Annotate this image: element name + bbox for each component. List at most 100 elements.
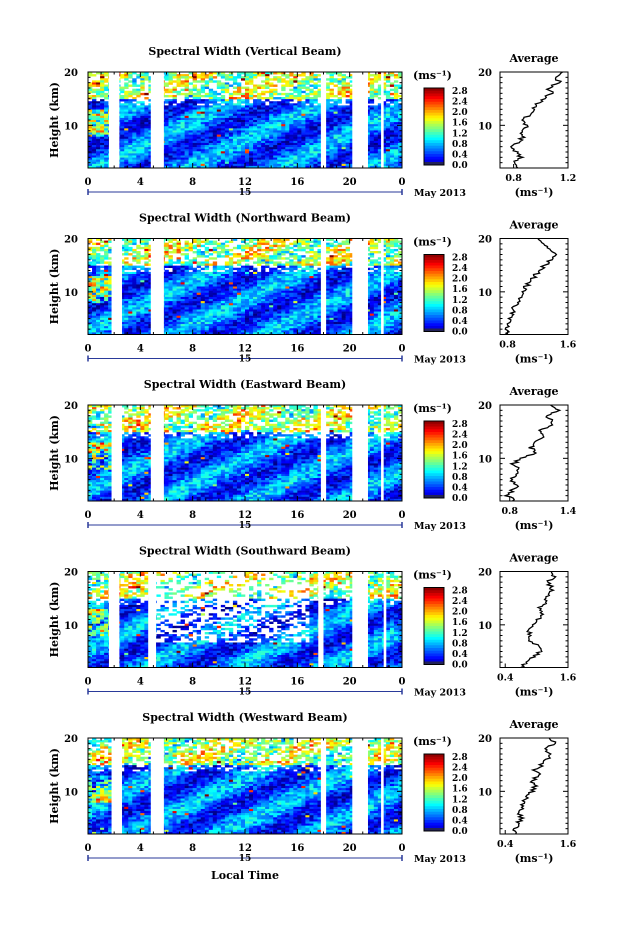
heatmap-cell	[313, 107, 318, 110]
heatmap-cell	[325, 72, 330, 75]
heatmap-cell	[128, 155, 133, 158]
heatmap-cell	[168, 88, 173, 92]
heatmap-cell	[236, 280, 242, 283]
heatmap-cell	[164, 124, 169, 127]
heatmap-cell	[297, 276, 302, 279]
heatmap-cell	[92, 74, 97, 77]
heatmap-cell	[313, 140, 318, 144]
heatmap-cell	[249, 284, 254, 287]
heatmap-cell	[92, 261, 97, 264]
heatmap-cell	[96, 255, 101, 258]
heatmap-cell	[373, 145, 379, 148]
heatmap-cell	[240, 147, 246, 150]
heatmap-cell	[369, 101, 375, 104]
heatmap-cell	[196, 101, 202, 104]
heatmap-cell	[172, 113, 177, 117]
heatmap-cell	[397, 163, 403, 167]
heatmap-cell	[200, 284, 206, 287]
heatmap-cell	[208, 257, 214, 260]
heatmap-cell	[144, 92, 149, 96]
heatmap-cell	[192, 105, 197, 108]
heatmap-cell	[269, 124, 274, 127]
heatmap-cell	[337, 163, 342, 167]
heatmap-cell	[136, 130, 141, 133]
heatmap-cell	[269, 280, 274, 283]
heatmap-cell	[124, 242, 129, 246]
heatmap-cell	[285, 105, 290, 108]
heatmap-cell	[232, 78, 238, 81]
heatmap-cell	[212, 278, 218, 281]
heatmap-cell	[132, 145, 137, 148]
heatmap-cell	[88, 149, 93, 152]
heatmap-cell	[124, 138, 129, 142]
heatmap-cell	[168, 273, 173, 277]
heatmap-cell	[188, 128, 193, 131]
heatmap-cell	[265, 165, 270, 169]
heatmap-cell	[261, 101, 266, 104]
heatmap-cell	[196, 76, 202, 79]
heatmap-cell	[277, 122, 282, 125]
heatmap-cell	[208, 134, 214, 137]
heatmap-cell	[168, 259, 173, 262]
heatmap-cell	[377, 278, 383, 281]
heatmap-cell	[393, 134, 399, 137]
heatmap-cell	[293, 273, 298, 277]
heatmap-cell	[100, 290, 105, 294]
heatmap-cell	[373, 107, 379, 110]
heatmap-cell	[377, 109, 383, 112]
heatmap-cell	[88, 107, 93, 110]
heatmap-cell	[100, 163, 105, 167]
heatmap-cell	[253, 288, 258, 291]
heatmap-cell	[273, 159, 278, 163]
heatmap-cell	[176, 265, 181, 269]
heatmap-cell	[216, 111, 222, 115]
heatmap-cell	[104, 161, 109, 165]
heatmap-cell	[184, 265, 189, 269]
heatmap-cell	[224, 113, 230, 117]
heatmap-cell	[100, 244, 105, 248]
heatmap-cell	[104, 92, 109, 96]
colorbar-swatch	[424, 90, 444, 94]
heatmap-cell	[192, 151, 197, 154]
heatmap-cell	[188, 90, 193, 94]
heatmap-cell	[176, 286, 181, 289]
heatmap-cell	[228, 74, 234, 77]
heatmap-cell	[176, 151, 181, 154]
heatmap-cell	[245, 159, 250, 163]
heatmap-cell	[232, 92, 238, 96]
heatmap-cell	[216, 147, 222, 150]
heatmap-cell	[180, 82, 185, 85]
heatmap-cell	[140, 240, 145, 243]
heatmap-cell	[293, 244, 298, 248]
heatmap-cell	[140, 103, 145, 106]
colorbar-swatch	[424, 140, 444, 144]
heatmap-cell	[192, 136, 197, 140]
heatmap-cell	[176, 163, 181, 167]
heatmap-cell	[261, 86, 266, 89]
heatmap-cell	[245, 165, 250, 169]
heatmap-cell	[192, 288, 197, 291]
heatmap-cell	[341, 163, 346, 167]
heatmap-cell	[257, 122, 262, 125]
heatmap-cell	[232, 124, 238, 127]
heatmap-cell	[385, 113, 391, 117]
heatmap-cell	[184, 94, 189, 98]
heatmap-cell	[257, 142, 262, 146]
heatmap-cell	[301, 94, 306, 98]
heatmap-cell	[168, 78, 173, 81]
heatmap-cell	[164, 105, 169, 108]
heatmap-cell	[285, 288, 290, 291]
heatmap-cell	[377, 155, 383, 158]
colorbar-swatch	[424, 129, 444, 133]
heatmap-cell	[293, 130, 298, 133]
heatmap-cell	[136, 105, 141, 108]
heatmap-cell	[389, 265, 395, 269]
heatmap-cell	[140, 107, 145, 110]
heatmap-cell	[228, 165, 234, 169]
heatmap-cell	[212, 155, 218, 158]
heatmap-cell	[265, 153, 270, 156]
heatmap-cell	[200, 286, 206, 289]
heatmap-cell	[124, 261, 129, 264]
x-tick-label: 8	[189, 177, 196, 188]
heatmap-cell	[92, 122, 97, 125]
